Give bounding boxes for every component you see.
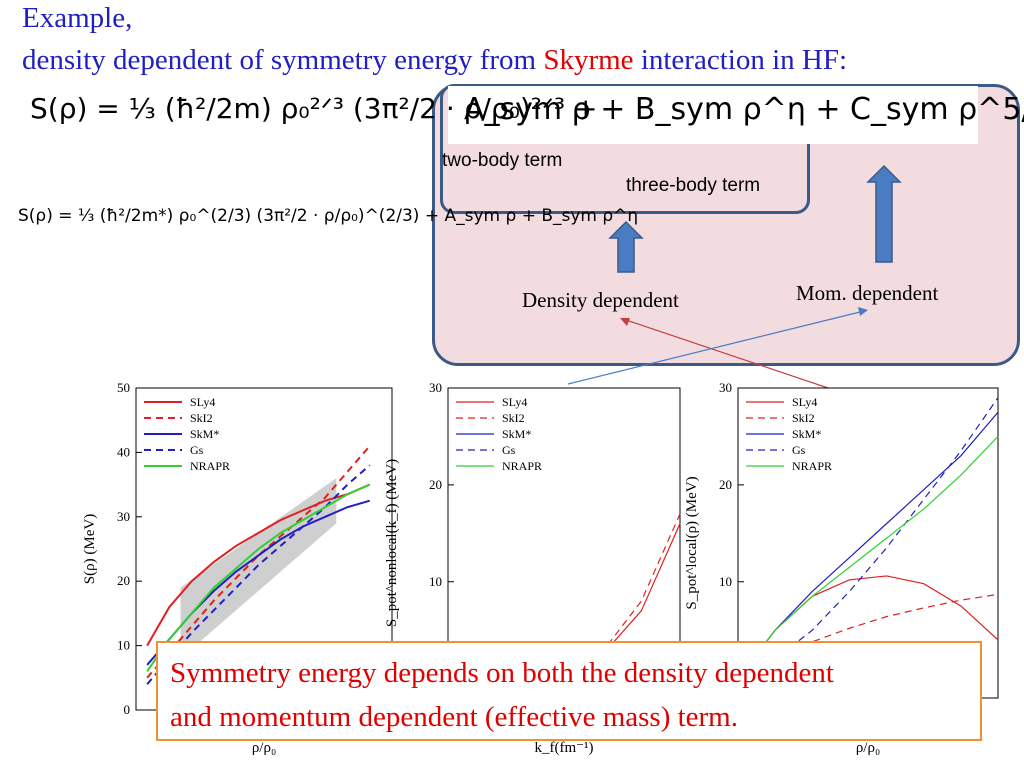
legend-label: SLy4	[190, 395, 215, 409]
y-tick-label: 10	[429, 574, 442, 589]
series-line-nrapr	[146, 483, 371, 672]
y-tick-label: 0	[124, 702, 131, 717]
legend-label: Gs	[502, 443, 516, 457]
legend-label: SkI2	[502, 411, 525, 425]
conclusion-box: Symmetry energy depends on both the dens…	[156, 641, 982, 741]
red-connector-line	[625, 319, 835, 391]
blue-arrowhead-icon	[858, 307, 868, 316]
two-body-label: two-body term	[442, 150, 563, 171]
legend-label: NRAPR	[502, 459, 542, 473]
y-tick-label: 30	[429, 380, 442, 395]
legend-label: NRAPR	[190, 459, 230, 473]
legend-label: SkM*	[502, 427, 531, 441]
legend-label: SLy4	[502, 395, 527, 409]
y-axis-label: S_pot^nonlocal(k_f) (MeV)	[384, 459, 400, 627]
legend-label: SkI2	[190, 411, 213, 425]
title-suffix: interaction in HF:	[633, 44, 847, 76]
legend-label: Gs	[792, 443, 806, 457]
up-arrow-momentum-icon	[866, 164, 902, 263]
up-arrow-density-icon	[608, 220, 644, 273]
series-line-nrapr	[737, 436, 999, 679]
y-tick-label: 50	[117, 380, 130, 395]
legend-label: SkI2	[792, 411, 815, 425]
equation-1-left: S(ρ) = ⅓ (ħ²/2m) ρ₀²ᐟ³ (3π²/2 · ρ/ρ₀)²ᐟ³…	[30, 92, 598, 125]
y-tick-label: 20	[117, 573, 130, 588]
formula-highlight	[448, 86, 978, 144]
title-line-1: Example,	[22, 2, 133, 34]
legend-label: NRAPR	[792, 459, 832, 473]
title-prefix: density dependent of symmetry energy fro…	[22, 44, 544, 76]
mom-dependent-label: Mom. dependent	[796, 281, 939, 305]
conclusion-line-1: Symmetry energy depends on both the dens…	[170, 657, 834, 689]
density-dependent-label: Density dependent	[522, 288, 679, 312]
conclusion-line-2: and momentum dependent (effective mass) …	[170, 701, 738, 733]
y-tick-label: 10	[117, 638, 130, 653]
y-axis-label: S(ρ) (MeV)	[82, 514, 98, 584]
y-tick-label: 10	[719, 574, 732, 589]
legend-label: Gs	[190, 443, 204, 457]
title-line-2: density dependent of symmetry energy fro…	[22, 44, 847, 77]
legend-label: SLy4	[792, 395, 817, 409]
legend-label: SkM*	[792, 427, 821, 441]
y-axis-label: S_pot^local(ρ) (MeV)	[684, 476, 700, 609]
blue-connector-line	[567, 310, 865, 385]
legend-label: SkM*	[190, 427, 219, 441]
series-line-ski2	[146, 445, 371, 679]
y-tick-label: 40	[117, 444, 130, 459]
three-body-label: three-body term	[626, 175, 761, 196]
red-arrowhead-icon	[620, 318, 630, 326]
x-axis-label: ρ/ρ₀	[856, 740, 880, 756]
equation-2: S(ρ) = ⅓ (ħ²/2m*) ρ₀^(2/3) (3π²/2 · ρ/ρ₀…	[18, 206, 639, 226]
y-tick-label: 30	[719, 380, 732, 395]
y-tick-label: 30	[117, 509, 130, 524]
y-tick-label: 20	[429, 477, 442, 492]
x-axis-label: k_f(fm⁻¹)	[534, 740, 593, 756]
title-skyrme: Skyrme	[543, 44, 634, 76]
series-line-sly4	[146, 483, 371, 647]
equation-1-right: A_sym ρ + B_sym ρ^η + C_sym ρ^5/3 .	[464, 92, 1024, 127]
x-axis-label: ρ/ρ₀	[252, 740, 276, 756]
y-tick-label: 20	[719, 477, 732, 492]
